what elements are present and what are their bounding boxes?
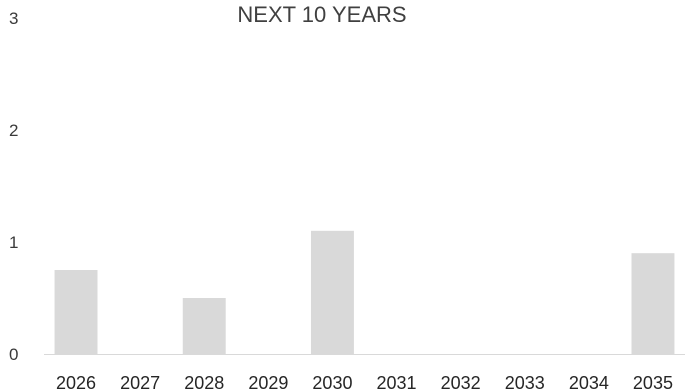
x-tick-label: 2035 — [633, 373, 673, 392]
x-tick-label: 2032 — [441, 373, 481, 392]
x-tick-label: 2027 — [120, 373, 160, 392]
bar-2028 — [182, 298, 226, 354]
y-tick-label: 3 — [9, 9, 18, 28]
x-tick-label: 2026 — [56, 373, 96, 392]
bar-2030 — [310, 230, 354, 354]
y-tick-label: 2 — [9, 121, 18, 140]
y-tick-label: 1 — [9, 233, 18, 252]
x-axis: 2026 2027 2028 2029 2030 2031 2032 2033 2034 2035 — [56, 373, 673, 392]
x-tick-label: 2033 — [505, 373, 545, 392]
bar-series — [54, 230, 675, 354]
x-tick-label: 2030 — [312, 373, 352, 392]
x-tick-label: 2034 — [569, 373, 609, 392]
y-tick-label: 0 — [9, 345, 18, 364]
y-axis: 0 1 2 3 — [9, 9, 18, 364]
x-tick-label: 2031 — [377, 373, 417, 392]
x-tick-label: 2028 — [184, 373, 224, 392]
chart-title: NEXT 10 YEARS — [237, 2, 406, 27]
x-tick-label: 2029 — [248, 373, 288, 392]
bar-2035 — [631, 253, 675, 354]
bar-2026 — [54, 270, 98, 354]
